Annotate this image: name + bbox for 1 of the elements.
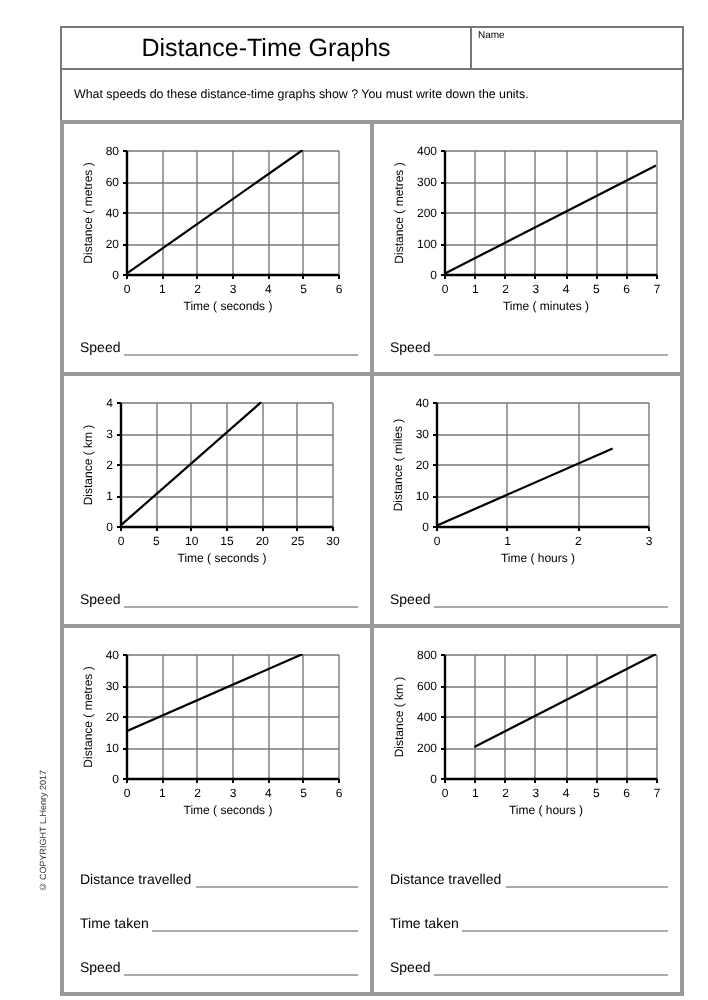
- text: Distance-Time Graphs: [60, 26, 472, 70]
